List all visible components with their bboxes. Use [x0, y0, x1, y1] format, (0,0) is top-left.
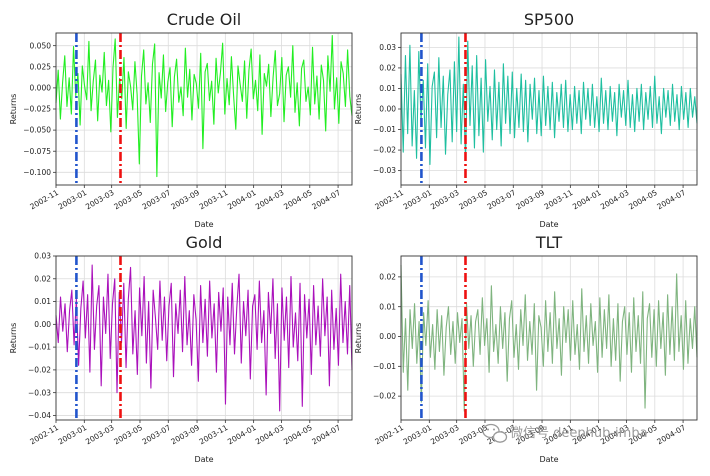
x-tick-label: 2003-03 [84, 423, 116, 447]
x-axis-label: Date [539, 455, 558, 464]
y-tick-label: −0.02 [373, 392, 396, 401]
watermark: 微信号 deephub-imba [482, 423, 648, 443]
x-tick-label: 2004-01 [226, 423, 258, 447]
chart-title: SP500 [524, 10, 574, 29]
y-axis-label: Returns [354, 94, 363, 125]
y-tick-label: 0.00 [34, 320, 51, 329]
x-tick-label: 2003-05 [457, 188, 489, 212]
x-tick-label: 2003-01 [57, 188, 89, 212]
x-tick-label: 2004-05 [627, 188, 659, 212]
y-tick-label: −0.01 [373, 362, 396, 371]
x-axis-label: Date [539, 220, 558, 229]
y-tick-label: −0.01 [373, 125, 396, 134]
plot-frame [400, 32, 698, 186]
chart-title: TLT [535, 233, 562, 252]
y-tick-label: −0.02 [28, 365, 51, 374]
plot-frame [55, 32, 353, 186]
x-tick-label: 2004-07 [310, 423, 342, 447]
panel-sp500: 0.030.020.010.00−0.01−0.02−0.032002-1120… [354, 10, 698, 229]
chart-title: Gold [186, 233, 223, 252]
x-tick-label: 2004-03 [254, 188, 286, 212]
y-tick-label: 0.025 [30, 62, 52, 71]
x-tick-label: 2003-07 [141, 423, 173, 447]
x-axis-label: Date [194, 220, 213, 229]
x-tick-label: 2004-07 [655, 188, 687, 212]
y-tick-label: 0.01 [379, 302, 396, 311]
series-line [400, 36, 698, 166]
x-tick-label: 2004-01 [226, 188, 258, 212]
x-tick-label: 2003-07 [141, 188, 173, 212]
x-tick-label: 2003-03 [429, 423, 461, 447]
y-axis-label: Returns [354, 323, 363, 354]
x-tick-label: 2004-07 [655, 423, 687, 447]
series-line [55, 34, 353, 178]
x-tick-label: 2004-05 [282, 423, 314, 447]
x-tick-label: 2004-07 [310, 188, 342, 212]
x-tick-label: 2003-09 [169, 188, 201, 212]
y-tick-label: −0.025 [23, 105, 51, 114]
wechat-icon [482, 423, 508, 443]
x-tick-label: 2003-03 [84, 188, 116, 212]
x-tick-label: 2003-11 [543, 188, 575, 212]
y-axis-label: Returns [9, 94, 18, 125]
series-line [400, 264, 698, 412]
x-tick-label: 2003-01 [402, 423, 434, 447]
x-tick-label: 2004-03 [254, 423, 286, 447]
x-tick-label: 2003-03 [429, 188, 461, 212]
x-tick-label: 2004-03 [599, 188, 631, 212]
y-tick-label: 0.01 [379, 84, 396, 93]
x-tick-label: 2003-11 [198, 188, 230, 212]
chart-title: Crude Oil [167, 10, 241, 29]
y-tick-label: −0.01 [28, 343, 51, 352]
x-tick-label: 2003-09 [514, 188, 546, 212]
y-tick-label: 0.00 [379, 105, 396, 114]
x-tick-label: 2002-11 [373, 188, 405, 212]
y-tick-label: −0.03 [373, 166, 396, 175]
x-tick-label: 2003-01 [57, 423, 89, 447]
x-tick-label: 2003-11 [198, 423, 230, 447]
y-tick-label: 0.03 [34, 252, 51, 261]
y-tick-label: −0.03 [28, 388, 51, 397]
x-tick-label: 2003-07 [486, 188, 518, 212]
y-tick-label: 0.000 [30, 83, 52, 92]
y-axis-label: Returns [9, 323, 18, 354]
x-tick-label: 2003-05 [112, 188, 144, 212]
y-tick-label: 0.01 [34, 297, 51, 306]
y-tick-label: 0.03 [379, 43, 396, 52]
x-tick-label: 2004-05 [282, 188, 314, 212]
panel-gold: 0.03 0.02 0.01 0.00 −0.01 −0.02 −0.03 −0.04 2002… [9, 233, 353, 464]
y-tick-label: −0.050 [23, 126, 51, 135]
y-tick-label: −0.100 [23, 168, 51, 177]
x-tick-label: 2002-11 [28, 423, 60, 447]
y-tick-label: 0.050 [30, 41, 52, 50]
y-tick-label: −0.02 [373, 146, 396, 155]
y-tick-label: −0.04 [28, 411, 51, 420]
y-tick-label: 0.02 [379, 272, 396, 281]
x-tick-label: 2003-01 [402, 188, 434, 212]
panel-crude-oil: 0.050 0.025 0.000 −0.025 −0.050 −0.075 −0.100 2… [9, 10, 353, 229]
y-tick-label: 0.02 [34, 274, 51, 283]
plot-frame [400, 255, 698, 421]
x-tick-label: 2004-01 [571, 188, 603, 212]
plot-frame [55, 255, 353, 421]
y-tick-label: 0.00 [379, 332, 396, 341]
y-tick-label: 0.02 [379, 64, 396, 73]
y-tick-label: −0.075 [23, 147, 51, 156]
x-axis-label: Date [194, 455, 213, 464]
x-tick-label: 2002-11 [28, 188, 60, 212]
x-tick-label: 2003-09 [169, 423, 201, 447]
series-line [55, 264, 353, 412]
x-tick-label: 2002-11 [373, 423, 405, 447]
x-tick-label: 2003-05 [112, 423, 144, 447]
watermark-text: 微信号 deephub-imba [510, 426, 648, 441]
